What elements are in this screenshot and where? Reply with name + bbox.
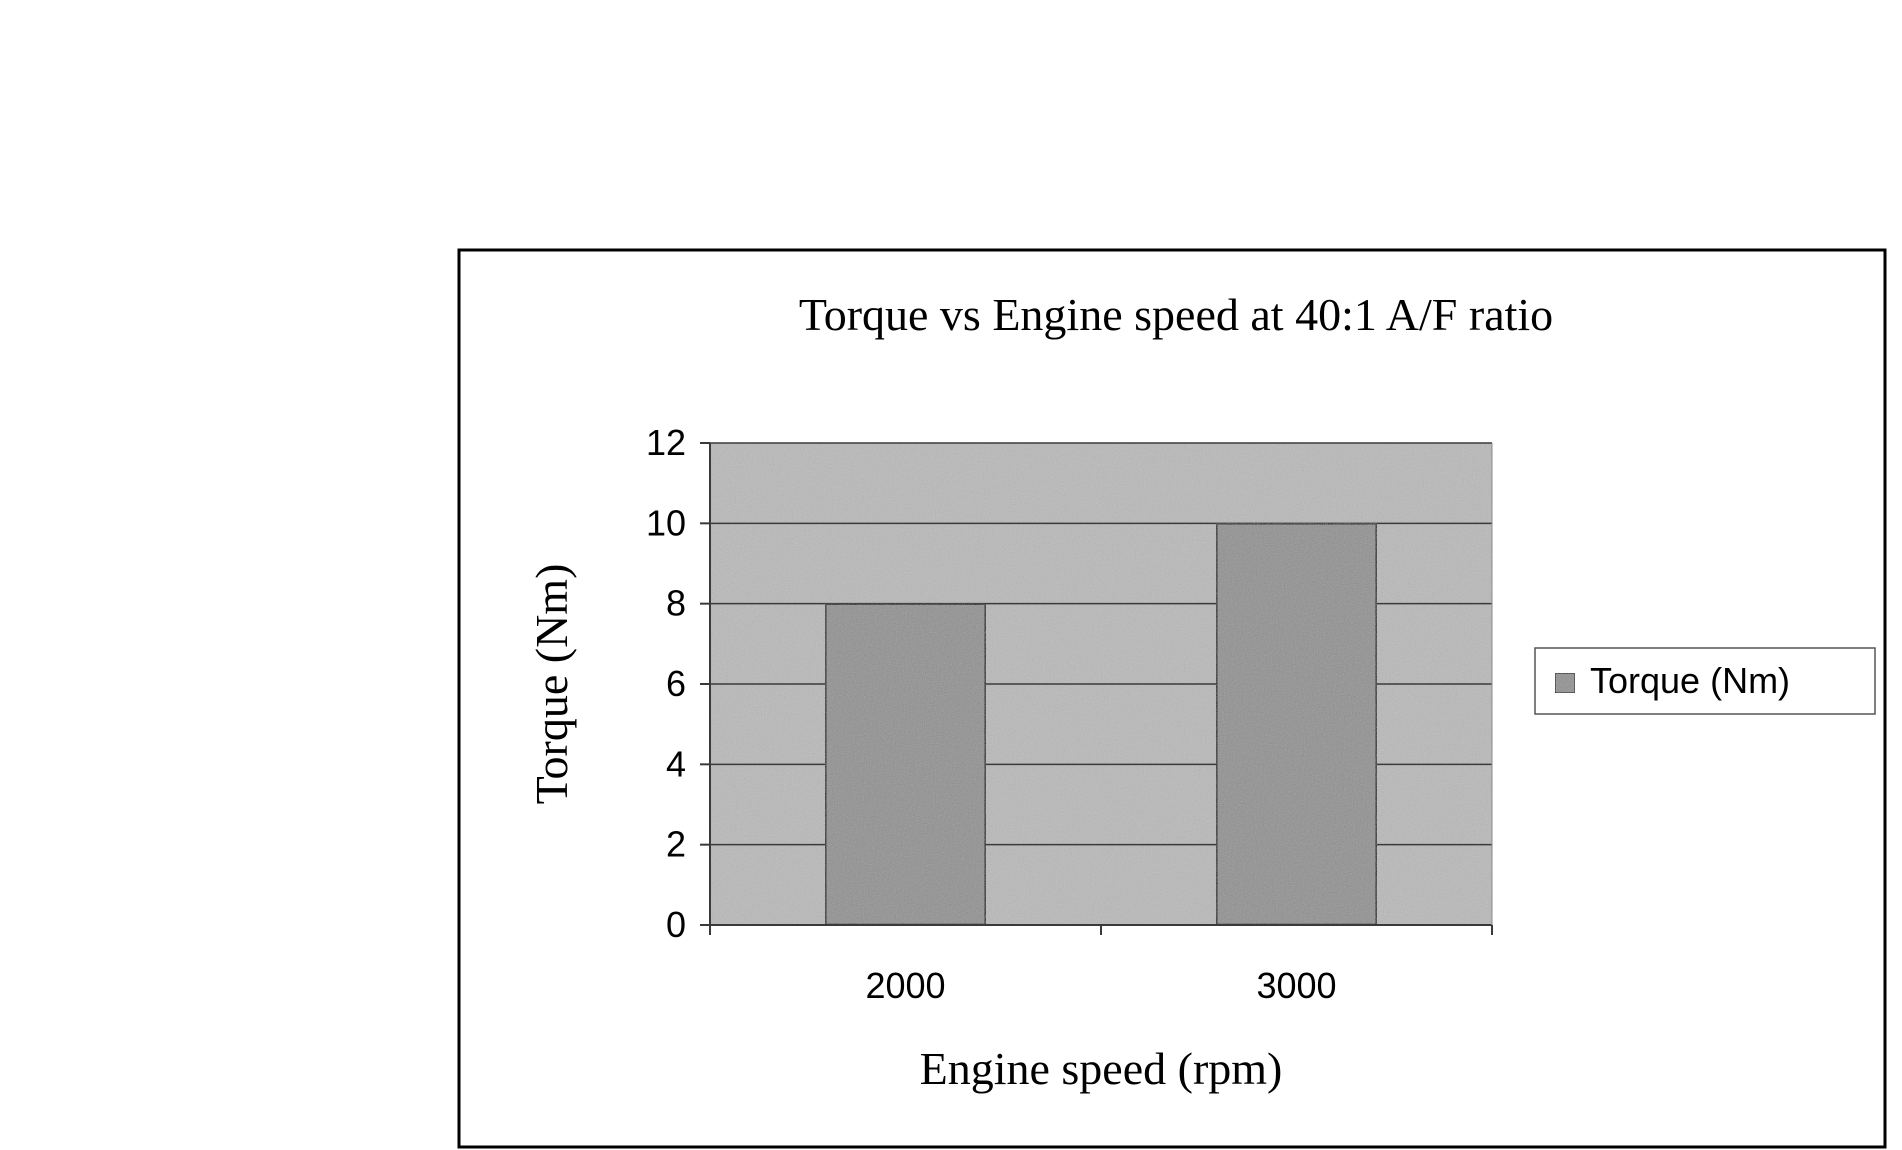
y-tick-label: 4: [666, 743, 686, 784]
legend-box: [1534, 647, 1876, 715]
y-axis-label: Torque (Nm): [526, 564, 577, 805]
legend-swatch: [1554, 672, 1576, 694]
y-tick-label: 0: [666, 904, 686, 945]
y-tick-label: 10: [646, 502, 686, 543]
bars: [824, 522, 1378, 927]
bar-3000: [1215, 522, 1378, 927]
legend: Torque (Nm): [1534, 647, 1876, 715]
y-tick-label: 2: [666, 824, 686, 865]
x-tick-labels: 2000 3000: [709, 925, 1493, 1006]
legend-label: Torque (Nm): [1590, 660, 1790, 701]
y-tick-labels: 0 2 4 6 8 10 12: [646, 422, 710, 945]
bar-2000: [824, 602, 987, 927]
y-tick-label: 12: [646, 422, 686, 463]
chart-title: Torque vs Engine speed at 40:1 A/F ratio: [799, 289, 1553, 340]
x-tick-label: 2000: [865, 965, 945, 1006]
x-axis-label: Engine speed (rpm): [920, 1043, 1283, 1094]
y-tick-label: 6: [666, 663, 686, 704]
x-tick-label: 3000: [1256, 965, 1336, 1006]
y-tick-label: 8: [666, 583, 686, 624]
